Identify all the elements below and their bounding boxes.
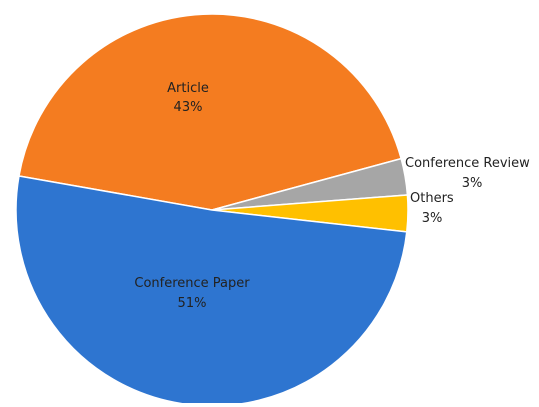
label-others-category: Others [410, 191, 454, 206]
label-others-percent: 3% [422, 211, 443, 226]
label-conference-review-percent: 3% [462, 176, 483, 191]
label-article-percent: 43% [174, 100, 203, 115]
label-article-category: Article [167, 81, 209, 96]
pie-slices [15, 13, 409, 407]
label-conference-paper-percent: 51% [178, 296, 207, 311]
slice-article [18, 13, 403, 211]
label-conference-paper-category: Conference Paper [134, 276, 250, 291]
label-conference-review-category: Conference Review [405, 156, 530, 171]
